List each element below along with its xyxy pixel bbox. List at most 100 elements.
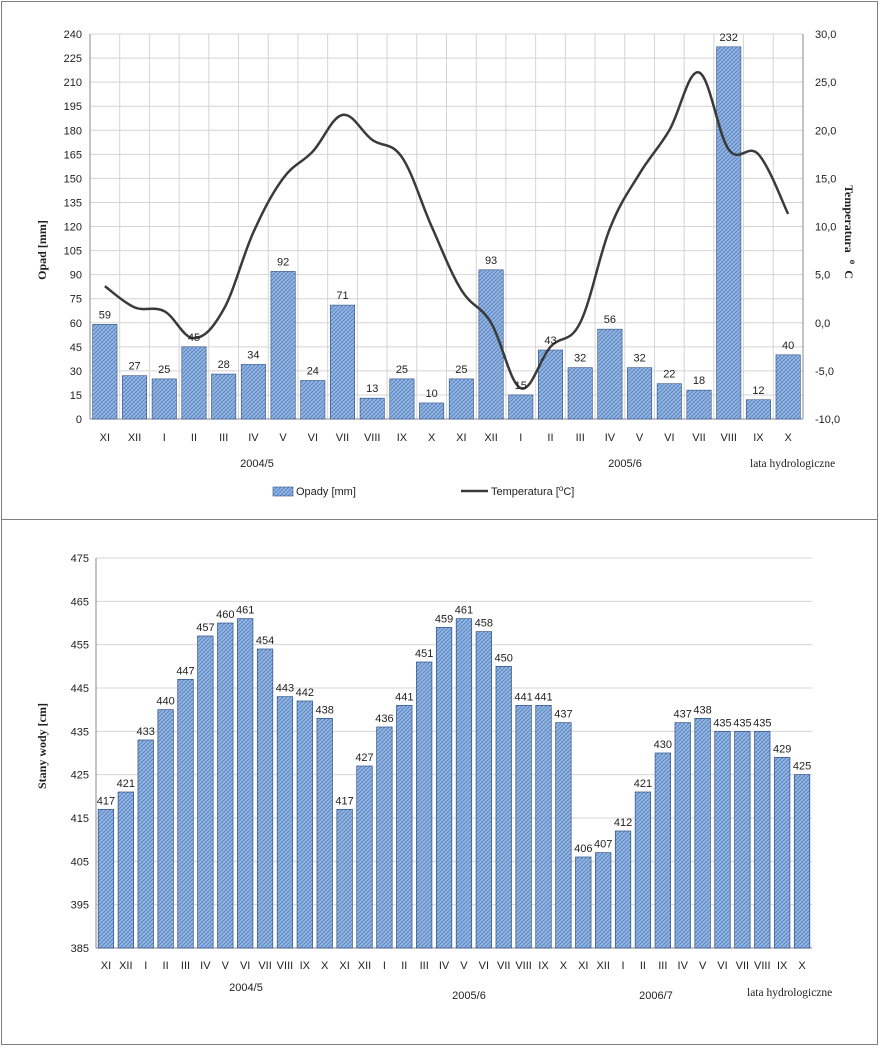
- chart1-y-tick-3: 45: [70, 342, 82, 354]
- chart1-x-tick-18: V: [636, 432, 644, 444]
- chart1-x-tick-2: I: [163, 432, 166, 444]
- chart2-bar-label-29: 437: [674, 709, 692, 721]
- chart1-x-tick-7: VI: [308, 432, 318, 444]
- chart1-y2-tick-6: 20,0: [815, 125, 836, 137]
- chart1-bar-label-7: 24: [307, 366, 319, 378]
- chart2-bar-label-15: 441: [395, 691, 413, 703]
- chart1-bar-label-10: 25: [396, 364, 408, 376]
- chart1-bar-4: [211, 373, 237, 420]
- chart2-x-tick-1: XII: [119, 960, 132, 972]
- chart2-bar-35: [793, 774, 811, 949]
- chart1-y-tick-16: 240: [64, 29, 82, 41]
- chart2-bar-30: [694, 717, 711, 949]
- chart1-bar-9: [359, 397, 385, 420]
- chart2-bar-label-26: 412: [614, 817, 632, 829]
- chart2-bar-14: [376, 726, 393, 949]
- chart2-x-tick-16: III: [420, 960, 429, 972]
- chart2-bar-label-33: 435: [753, 717, 771, 729]
- chart2-bar-label-16: 451: [415, 648, 433, 660]
- chart2-bar-label-3: 440: [156, 696, 174, 708]
- chart1-bar-22: [745, 399, 771, 420]
- chart2-bar-26: [614, 830, 632, 949]
- chart2-bar-17: [435, 626, 453, 949]
- chart2-y-tick-3: 415: [71, 813, 89, 825]
- chart1-x-tick-0: XI: [100, 432, 110, 444]
- chart2-bar-label-31: 435: [713, 717, 731, 729]
- chart2-bar-label-5: 457: [196, 622, 214, 634]
- chart1-bar-label-12: 25: [455, 364, 467, 376]
- chart2-year-group-1: 2004/5: [229, 982, 263, 994]
- chart1-bar-19: [656, 383, 682, 420]
- chart2-bar-label-25: 407: [594, 839, 612, 851]
- chart1-x-tick-21: VIII: [720, 432, 737, 444]
- chart2-bar-34: [774, 756, 791, 949]
- chart1-bar-23: [775, 354, 801, 420]
- chart1-y-axis-title: Opad [mm]: [35, 220, 49, 280]
- chart2-bar-label-27: 421: [634, 778, 652, 790]
- chart2-bar-8: [256, 648, 274, 949]
- chart2-y-tick-7: 455: [71, 640, 89, 652]
- chart2-bar-19: [475, 631, 492, 949]
- chart1-x-tick-1: XII: [128, 432, 141, 444]
- chart2-x-tick-10: IX: [300, 960, 311, 972]
- chart2-y-tick-6: 445: [71, 683, 89, 695]
- chart2-x-tick-30: V: [699, 960, 707, 972]
- chart2-y-tick-9: 475: [71, 553, 89, 565]
- chart2-bar-label-11: 438: [316, 704, 334, 716]
- chart1-y-tick-5: 75: [70, 294, 82, 306]
- chart1-x-tick-20: VII: [692, 432, 705, 444]
- chart2-x-tick-25: XII: [596, 960, 609, 972]
- chart2-x-tick-23: X: [560, 960, 568, 972]
- chart2-bar-label-10: 442: [296, 687, 314, 699]
- chart1-legend: Opady [mm] Temperatura [oC]: [272, 484, 574, 498]
- chart1-axis-note: lata hydrologiczne: [750, 458, 835, 470]
- chart1-y2-tick-5: 15,0: [815, 173, 836, 185]
- chart1-x-tick-9: VIII: [364, 432, 381, 444]
- chart2-bar-6: [217, 622, 234, 949]
- legend-line-label-sup: o: [559, 484, 564, 493]
- chart1-bar-label-3: 45: [188, 332, 200, 344]
- chart1-bar-2: [151, 378, 177, 420]
- chart1-y2-title-unit: C: [842, 270, 856, 279]
- chart2-year-group-2: 2005/6: [452, 990, 486, 1002]
- chart2-bar-label-35: 425: [793, 761, 811, 773]
- chart2-bar-label-23: 437: [554, 709, 572, 721]
- chart2-bar-27: [634, 791, 652, 949]
- chart2-y-ticks: 385 395 405 415 425 435 445 455 465 475: [71, 553, 89, 955]
- chart2-bar-label-4: 447: [176, 665, 194, 677]
- chart2-bar-label-20: 450: [495, 652, 513, 664]
- chart2-x-tick-9: VIII: [277, 960, 294, 972]
- chart2-bar-label-17: 459: [435, 613, 453, 625]
- chart2-bars: [97, 618, 811, 949]
- chart1-x-tick-3: II: [191, 432, 197, 444]
- chart2-y-tick-5: 435: [71, 726, 89, 738]
- chart2-x-tick-13: XII: [358, 960, 371, 972]
- chart2-bar-label-21: 441: [514, 691, 532, 703]
- chart1-y-tick-4: 60: [70, 318, 82, 330]
- chart2-bar-11: [316, 717, 333, 949]
- chart1-x-tick-13: XII: [484, 432, 497, 444]
- chart1-bar-label-15: 43: [544, 335, 556, 347]
- chart2-bar-label-1: 421: [117, 778, 135, 790]
- chart2-y-tick-1: 395: [71, 900, 89, 912]
- chart1-y-tick-11: 165: [64, 149, 82, 161]
- chart2-bar-label-19: 458: [475, 618, 493, 630]
- chart2-x-tick-0: XI: [101, 960, 111, 972]
- chart2-bar-20: [495, 665, 512, 949]
- chart1-y-tick-0: 0: [76, 414, 82, 426]
- chart1-bars: [92, 46, 801, 420]
- chart1-x-tick-12: XI: [456, 432, 466, 444]
- chart1-bar-21: [716, 46, 742, 420]
- chart2-bar-15: [396, 704, 413, 949]
- chart2-bar-5: [197, 635, 214, 949]
- chart1-bar-6: [270, 271, 296, 420]
- chart1-bar-label-1: 27: [128, 361, 140, 373]
- chart2-x-tick-14: I: [383, 960, 386, 972]
- chart1-bar-label-11: 10: [426, 388, 438, 400]
- chart2-bar-label-9: 443: [276, 683, 294, 695]
- chart1-gridlines: [89, 33, 804, 420]
- chart2-x-tick-19: VI: [479, 960, 489, 972]
- chart2-bar-24: [575, 856, 592, 949]
